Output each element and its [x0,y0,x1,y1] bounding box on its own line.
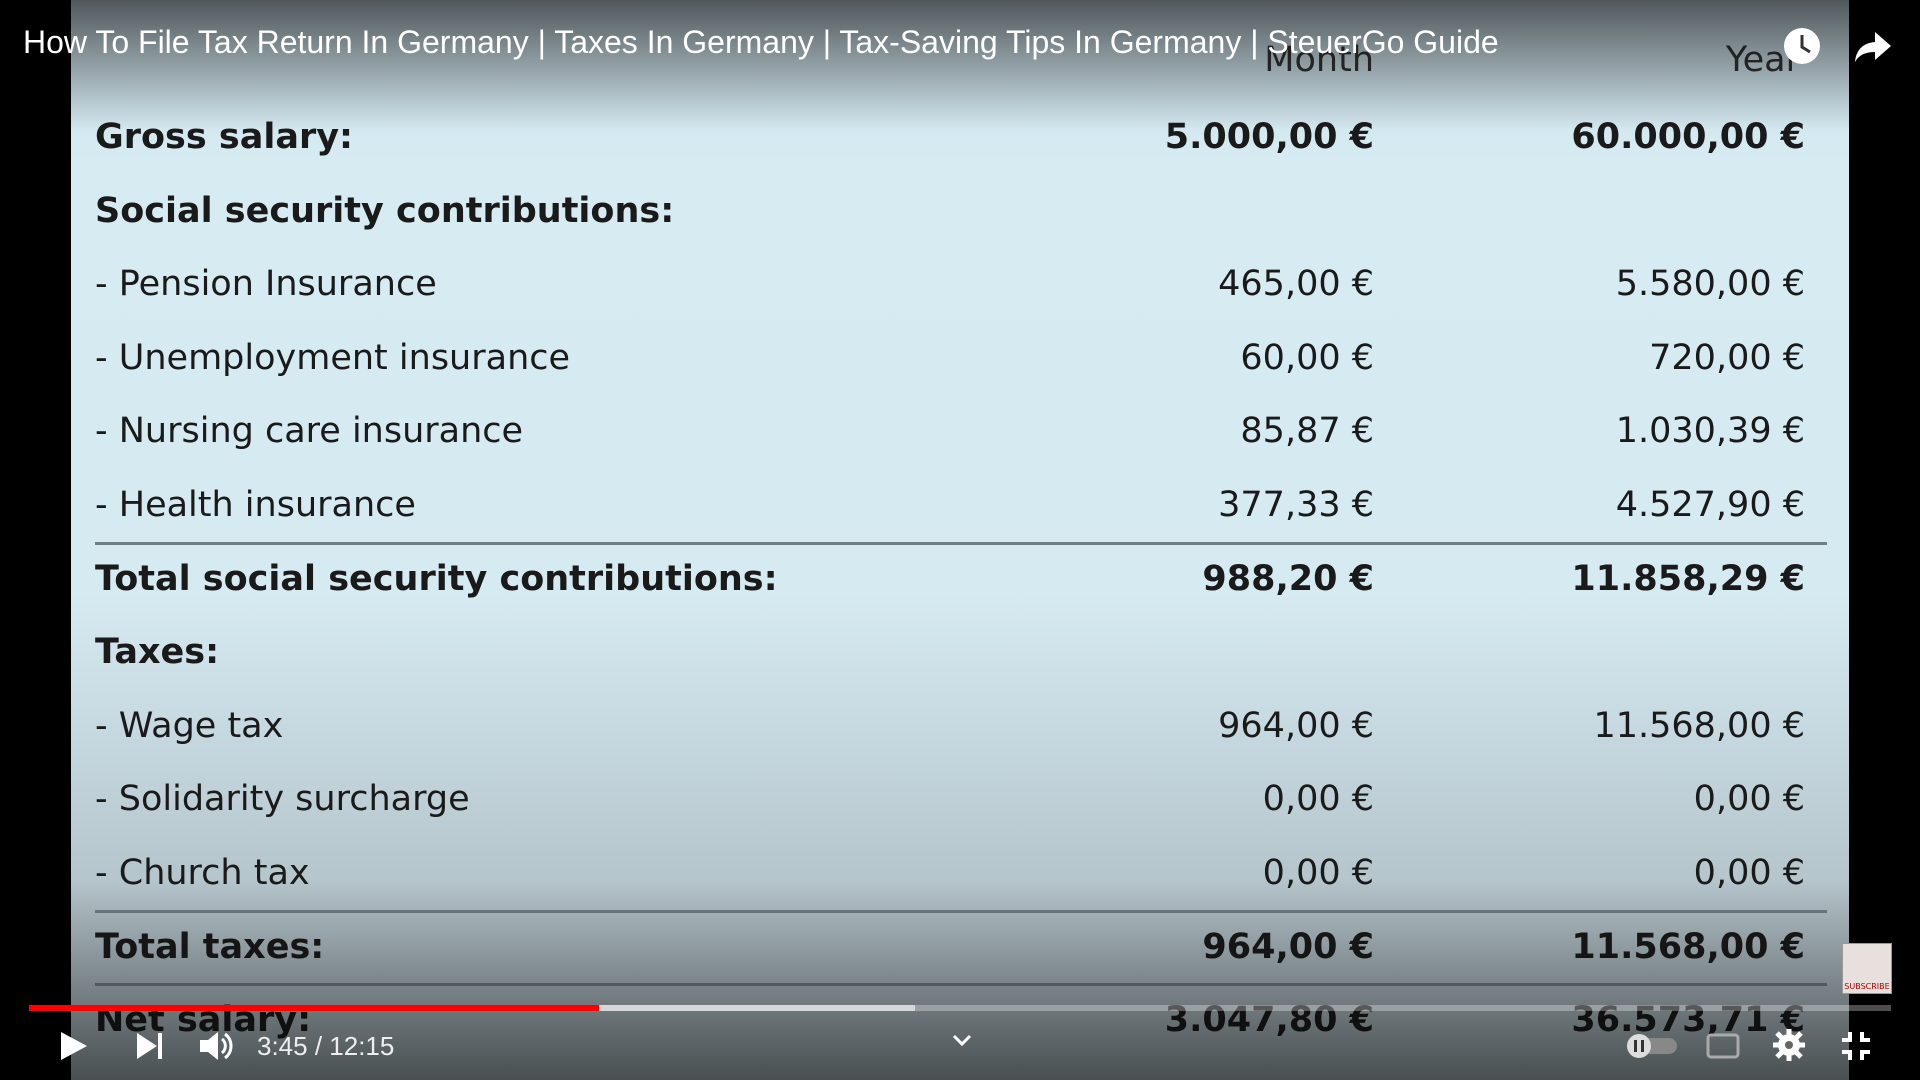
top-shade [0,0,1920,130]
row-label: Total social security contributions: [95,558,778,599]
row-label: - Health insurance [95,485,416,525]
watch-later-button[interactable] [1782,26,1822,66]
month-value: 465,00 € [1218,264,1374,305]
month-value: 377,33 € [1218,485,1374,525]
played-bar [29,1005,599,1011]
row-label: - Nursing care insurance [95,411,524,452]
next-button[interactable] [133,1030,165,1062]
bottom-shade [0,880,1920,1080]
row-divider [95,541,1827,545]
subscribe-badge[interactable]: SUBSCRIBE [1842,943,1892,994]
time-display: 3:45 / 12:15 [257,1031,395,1061]
autoplay-toggle[interactable] [1625,1032,1679,1060]
volume-button[interactable] [198,1029,234,1063]
year-value: 0,00 € [1693,779,1805,820]
row-label: - Solidarity surcharge [95,779,470,820]
year-value: 1.030,39 € [1615,411,1805,452]
row-label: Taxes: [95,632,220,673]
month-value: 988,20 € [1202,558,1374,599]
row-label: - Pension Insurance [95,264,437,305]
year-value: 11.858,29 € [1571,558,1805,599]
year-value: 720,00 € [1649,337,1805,378]
exit-fullscreen-button[interactable] [1840,1030,1872,1062]
captions-button[interactable] [1706,1032,1740,1060]
share-button[interactable] [1853,26,1893,66]
row-label: - Unemployment insurance [95,337,571,378]
settings-button[interactable] [1772,1028,1806,1062]
row-label: - Wage tax [95,705,284,746]
month-value: 60,00 € [1240,337,1374,378]
year-value: 5.580,00 € [1615,264,1805,305]
badge-text: SUBSCRIBE [1844,982,1890,991]
chapter-toggle[interactable] [950,1032,974,1050]
month-value: 0,00 € [1262,779,1374,820]
year-value: 11.568,00 € [1593,705,1805,746]
month-value: 85,87 € [1240,411,1374,452]
progress-track[interactable] [29,1005,1891,1011]
play-button[interactable] [55,1028,91,1064]
year-value: 4.527,90 € [1615,485,1805,525]
month-value: 964,00 € [1218,705,1374,746]
row-label: Social security contributions: [95,190,675,231]
video-title[interactable]: How To File Tax Return In Germany | Taxe… [23,24,1499,60]
